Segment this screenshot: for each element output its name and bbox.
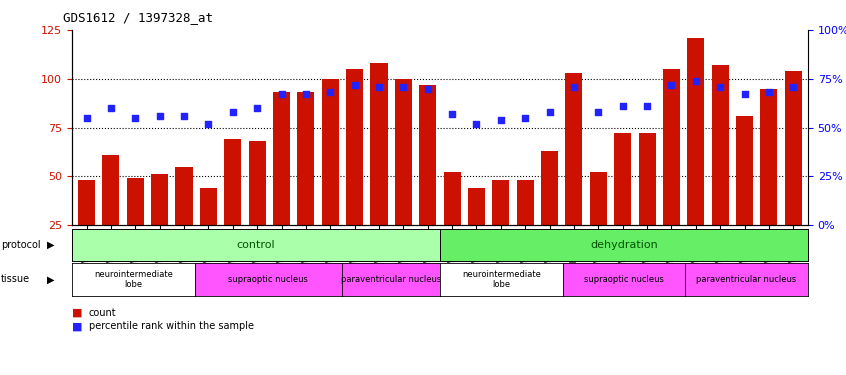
Point bbox=[153, 113, 167, 119]
Bar bbox=[687, 38, 705, 225]
Text: percentile rank within the sample: percentile rank within the sample bbox=[89, 321, 254, 331]
Point bbox=[397, 84, 410, 90]
Bar bbox=[321, 79, 338, 225]
Bar bbox=[151, 174, 168, 225]
Text: ▶: ▶ bbox=[47, 240, 54, 250]
Point bbox=[640, 103, 654, 109]
Bar bbox=[297, 92, 315, 225]
Bar bbox=[711, 65, 728, 225]
Point bbox=[543, 109, 557, 115]
Point bbox=[421, 86, 435, 92]
Bar bbox=[371, 63, 387, 225]
Bar bbox=[517, 180, 534, 225]
Bar bbox=[541, 151, 558, 225]
Bar bbox=[565, 73, 583, 225]
Point bbox=[275, 92, 288, 98]
Text: supraoptic nucleus: supraoptic nucleus bbox=[584, 275, 664, 284]
Bar bbox=[590, 172, 607, 225]
Text: GDS1612 / 1397328_at: GDS1612 / 1397328_at bbox=[63, 11, 213, 24]
Point bbox=[80, 115, 93, 121]
Text: ▶: ▶ bbox=[47, 274, 54, 284]
Text: neurointermediate
lobe: neurointermediate lobe bbox=[462, 270, 541, 289]
Point bbox=[689, 78, 702, 84]
Bar bbox=[614, 134, 631, 225]
Point bbox=[323, 89, 337, 95]
Bar bbox=[78, 180, 95, 225]
Bar bbox=[224, 139, 241, 225]
Point bbox=[519, 115, 532, 121]
Text: neurointermediate
lobe: neurointermediate lobe bbox=[94, 270, 173, 289]
Point bbox=[567, 84, 580, 90]
Point bbox=[372, 84, 386, 90]
Bar bbox=[468, 188, 485, 225]
Point bbox=[713, 84, 727, 90]
Bar bbox=[249, 141, 266, 225]
Bar bbox=[346, 69, 363, 225]
Text: ■: ■ bbox=[72, 308, 82, 318]
Point bbox=[616, 103, 629, 109]
Point bbox=[665, 82, 678, 88]
Text: ■: ■ bbox=[72, 321, 82, 331]
Bar bbox=[639, 134, 656, 225]
Point bbox=[738, 92, 751, 98]
Bar bbox=[785, 71, 802, 225]
Text: control: control bbox=[237, 240, 275, 250]
Point bbox=[762, 89, 776, 95]
Point bbox=[787, 84, 800, 90]
Point bbox=[201, 121, 215, 127]
Point bbox=[494, 117, 508, 123]
Point bbox=[129, 115, 142, 121]
Point bbox=[591, 109, 605, 115]
Bar bbox=[663, 69, 680, 225]
Point bbox=[250, 105, 264, 111]
Bar bbox=[443, 172, 460, 225]
Bar bbox=[736, 116, 753, 225]
Text: count: count bbox=[89, 308, 117, 318]
Point bbox=[226, 109, 239, 115]
Bar bbox=[395, 79, 412, 225]
Point bbox=[348, 82, 361, 88]
Text: dehydration: dehydration bbox=[590, 240, 658, 250]
Point bbox=[299, 92, 313, 98]
Text: paraventricular nucleus: paraventricular nucleus bbox=[696, 275, 797, 284]
Text: paraventricular nucleus: paraventricular nucleus bbox=[341, 275, 441, 284]
Bar bbox=[175, 166, 193, 225]
Point bbox=[445, 111, 459, 117]
Bar bbox=[761, 88, 777, 225]
Bar bbox=[273, 92, 290, 225]
Bar bbox=[200, 188, 217, 225]
Point bbox=[470, 121, 483, 127]
Bar bbox=[492, 180, 509, 225]
Bar bbox=[102, 155, 119, 225]
Bar bbox=[420, 85, 437, 225]
Text: supraoptic nucleus: supraoptic nucleus bbox=[228, 275, 308, 284]
Point bbox=[178, 113, 191, 119]
Bar bbox=[127, 178, 144, 225]
Text: tissue: tissue bbox=[1, 274, 30, 284]
Point bbox=[104, 105, 118, 111]
Text: protocol: protocol bbox=[1, 240, 41, 250]
